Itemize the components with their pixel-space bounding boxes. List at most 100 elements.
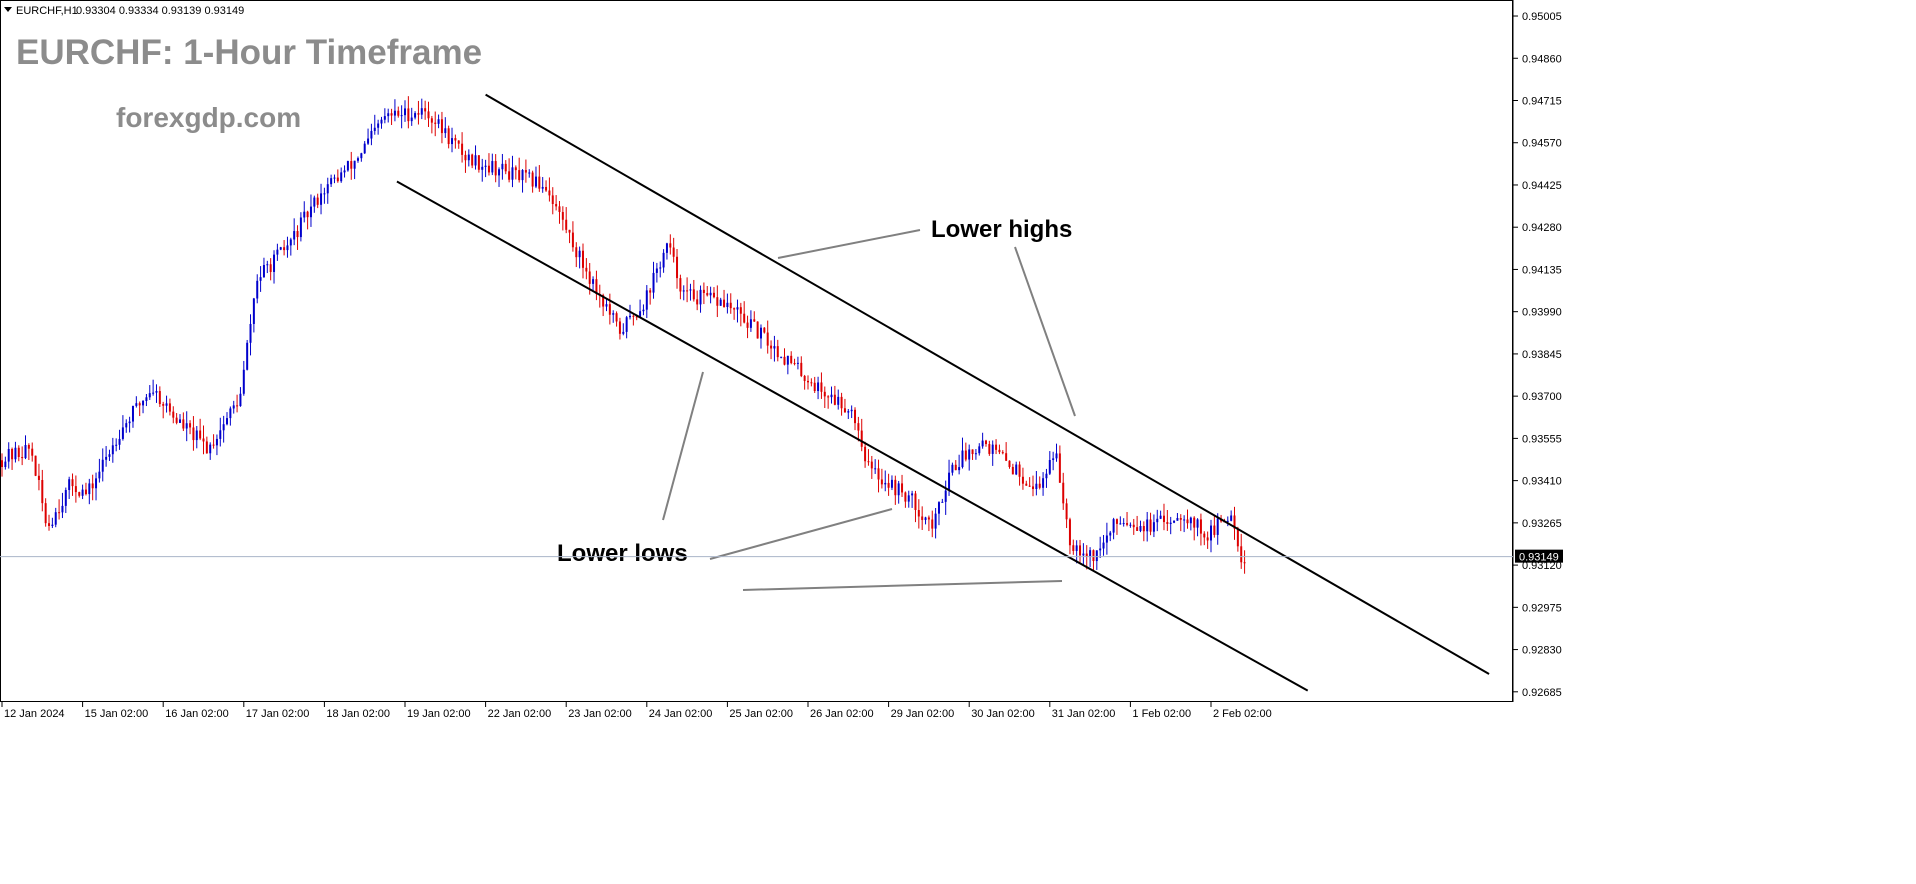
candle-body — [320, 193, 323, 205]
candle-body — [739, 307, 742, 314]
candle-body — [850, 409, 853, 412]
candle-body — [790, 355, 793, 364]
candle-body — [961, 450, 964, 468]
candle-body — [249, 323, 252, 343]
candle-body — [158, 391, 161, 405]
candle-body — [951, 464, 954, 473]
candle-body — [978, 446, 981, 454]
candle-body — [289, 239, 292, 246]
candle-body — [759, 327, 762, 339]
y-tick-label: 0.93845 — [1522, 349, 1562, 361]
candle-body — [1159, 515, 1162, 519]
y-tick-label: 0.94715 — [1522, 95, 1562, 107]
candle-body — [958, 467, 961, 471]
candle-body — [998, 449, 1001, 453]
candle-body — [414, 113, 417, 118]
candle-body — [612, 313, 615, 315]
candle-body — [840, 396, 843, 409]
y-tick-label: 0.93410 — [1522, 476, 1562, 488]
candle-body — [917, 510, 920, 517]
candle-body — [1021, 476, 1024, 484]
candle-body — [592, 279, 595, 284]
candle-body — [897, 483, 900, 496]
candle-body — [746, 322, 749, 328]
candle-body — [1095, 550, 1098, 562]
candle-body — [1206, 537, 1209, 541]
candle-body — [1193, 517, 1196, 528]
y-tick-label: 0.94280 — [1522, 222, 1562, 234]
channel-upper-trendline — [485, 93, 1490, 675]
candle-body — [353, 160, 356, 169]
candle-body — [625, 317, 628, 332]
candle-body — [921, 516, 924, 520]
candle-body — [420, 108, 423, 115]
candle-body — [676, 256, 679, 279]
candle-body — [125, 423, 128, 428]
candle-body — [262, 264, 265, 278]
candle-body — [807, 380, 809, 383]
candle-body — [642, 309, 645, 312]
x-tick-label: 23 Jan 02:00 — [568, 708, 632, 720]
candle-body — [937, 502, 940, 514]
candle-body — [971, 449, 974, 455]
candle-body — [1109, 532, 1112, 536]
candle-body — [716, 297, 719, 306]
candle-body — [172, 411, 175, 418]
candle-body — [11, 448, 14, 460]
candle-body — [662, 252, 665, 268]
candle-body — [266, 264, 269, 266]
candle-body — [189, 423, 192, 428]
candle-body — [212, 444, 215, 446]
candle-body — [508, 171, 511, 180]
candle-body — [548, 190, 551, 196]
candle-body — [1025, 483, 1028, 486]
candle-body — [1038, 483, 1041, 488]
annotation-pointers — [662, 229, 1076, 591]
candle-body — [1146, 519, 1149, 532]
y-tick-label: 0.93990 — [1522, 307, 1562, 319]
candle-body — [857, 423, 860, 431]
candle-body — [494, 161, 497, 176]
candle-body — [1152, 522, 1155, 532]
candle-body — [665, 243, 668, 253]
candle-body — [652, 272, 655, 293]
candle-body — [1099, 548, 1102, 551]
candle-body — [444, 128, 447, 134]
candle-body — [477, 155, 480, 170]
candle-body — [195, 430, 198, 441]
candle-body — [1068, 519, 1071, 546]
candle-body — [984, 440, 987, 445]
candle-body — [1008, 460, 1011, 467]
candle-body — [723, 299, 726, 307]
candle-body — [1186, 519, 1189, 524]
candle-body — [793, 363, 796, 365]
candle-body — [1052, 458, 1055, 460]
candle-body — [491, 161, 494, 173]
x-tick-label: 12 Jan 2024 — [4, 708, 65, 720]
symbol-label: EURCHF,H1 — [16, 5, 78, 17]
candle-body — [296, 231, 299, 238]
candle-body — [578, 250, 581, 258]
current-price-label: 0.93149 — [1519, 552, 1559, 564]
candle-body — [1199, 519, 1202, 534]
candle-body — [568, 229, 571, 233]
candle-body — [813, 382, 816, 392]
candle-body — [350, 161, 353, 169]
candle-body — [393, 110, 396, 116]
candle-body — [1079, 545, 1082, 556]
candle-body — [410, 117, 413, 122]
candle-body — [887, 482, 890, 488]
candle-body — [682, 290, 685, 292]
candle-body — [585, 267, 588, 272]
candle-body — [481, 166, 484, 170]
candle-body — [545, 186, 548, 191]
candle-body — [924, 517, 927, 520]
menu-triangle-icon[interactable] — [4, 7, 12, 12]
candle-body — [753, 319, 756, 322]
x-tick-label: 30 Jan 02:00 — [971, 708, 1035, 720]
candle-body — [84, 489, 87, 495]
candle-body — [128, 421, 131, 424]
candle-body — [1156, 518, 1159, 523]
candle-body — [1112, 519, 1115, 533]
